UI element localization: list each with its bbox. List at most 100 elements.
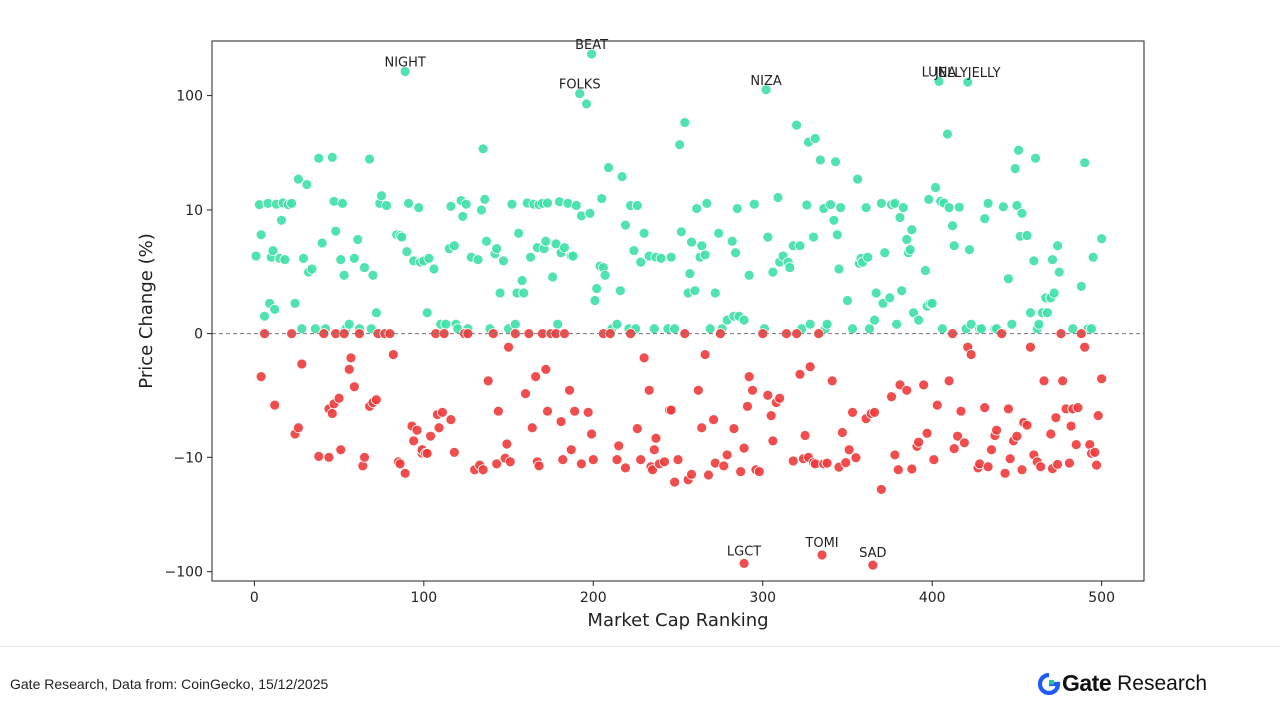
positive-data-point — [1096, 233, 1108, 245]
negative-data-point — [799, 430, 811, 441]
negative-data-point — [1089, 446, 1101, 458]
negative-data-point — [1004, 453, 1016, 465]
positive-data-point — [655, 252, 667, 264]
negative-data-point — [1070, 439, 1082, 451]
negative-data-point — [943, 375, 955, 387]
positive-data-point — [591, 283, 603, 294]
positive-data-point — [1086, 323, 1097, 335]
positive-data-point — [359, 262, 370, 273]
positive-data-point — [403, 197, 414, 209]
positive-data-point — [904, 244, 916, 255]
positive-data-point — [364, 153, 375, 165]
positive-data-point — [494, 287, 506, 299]
positive-data-point — [509, 318, 521, 330]
negative-data-point — [421, 448, 433, 459]
positive-data-point — [1047, 254, 1058, 266]
negative-data-point — [448, 446, 460, 458]
negative-data-point — [918, 379, 930, 391]
positive-data-point — [704, 323, 716, 335]
positive-data-point — [748, 198, 760, 210]
positive-data-point — [920, 265, 931, 276]
positive-data-point — [301, 179, 313, 190]
negative-data-point — [611, 454, 623, 466]
negative-data-point — [986, 444, 997, 456]
negative-data-point — [850, 452, 862, 464]
negative-data-point — [542, 405, 553, 417]
positive-data-point — [699, 249, 711, 261]
positive-data-point — [370, 307, 382, 319]
negative-data-point — [555, 416, 567, 427]
x-tick-label: 500 — [1088, 590, 1115, 606]
labeled-data-point — [574, 88, 586, 99]
positive-data-point — [913, 314, 925, 326]
positive-data-point — [835, 202, 847, 214]
positive-data-point — [421, 307, 433, 319]
positive-data-point — [784, 262, 796, 273]
positive-data-point — [1013, 144, 1025, 156]
positive-data-point — [982, 197, 994, 209]
positive-data-point — [791, 119, 803, 131]
positive-data-point — [675, 226, 687, 238]
positive-data-point — [964, 244, 975, 255]
positive-data-point — [289, 297, 301, 309]
positive-data-point — [1052, 240, 1063, 252]
positive-data-point — [596, 193, 608, 205]
negative-data-point — [411, 424, 423, 436]
negative-data-point — [892, 464, 904, 476]
negative-data-point — [343, 363, 355, 375]
negative-data-point — [345, 352, 357, 364]
positive-data-point — [860, 202, 872, 214]
negative-data-point — [762, 389, 774, 401]
positive-data-point — [696, 240, 708, 252]
positive-data-point — [250, 250, 262, 262]
positive-data-point — [401, 246, 413, 258]
negative-data-point — [613, 440, 625, 452]
positive-data-point — [743, 269, 755, 281]
negative-data-point — [735, 466, 747, 477]
positive-data-point — [1087, 251, 1099, 263]
negative-data-point — [826, 375, 838, 387]
negative-data-point — [743, 371, 755, 382]
negative-data-point — [533, 460, 545, 472]
positive-data-point — [906, 224, 918, 236]
positive-data-point — [884, 292, 896, 304]
negative-data-point — [982, 461, 994, 473]
positive-data-point — [460, 198, 472, 210]
positive-data-point — [276, 214, 287, 226]
negative-data-point — [747, 384, 758, 396]
negative-data-point — [721, 449, 733, 461]
negative-data-point — [1025, 341, 1036, 353]
labeled-data-point — [933, 75, 945, 87]
positive-data-point — [1011, 200, 1023, 211]
negative-data-point — [425, 430, 436, 442]
positive-data-point — [926, 297, 938, 309]
negative-data-point — [394, 458, 406, 470]
positive-data-point — [448, 240, 460, 252]
positive-data-point — [313, 152, 325, 164]
negative-data-point — [526, 422, 538, 434]
positive-data-point — [337, 197, 348, 209]
positive-data-point — [814, 154, 826, 166]
negative-data-point — [540, 363, 552, 375]
positive-data-point — [638, 227, 650, 239]
positive-data-point — [997, 201, 1009, 213]
negative-data-point — [696, 422, 708, 434]
negative-data-point — [631, 423, 643, 434]
y-tick-label: 0 — [194, 327, 203, 343]
positive-data-point — [616, 171, 628, 182]
negative-data-point — [477, 464, 489, 476]
positive-data-point — [828, 214, 840, 226]
positive-data-point — [713, 227, 725, 239]
labeled-data-point — [586, 48, 597, 60]
labeled-data-point — [816, 549, 828, 561]
point-label: LUNA — [922, 65, 957, 80]
negative-data-point — [1003, 403, 1014, 415]
positive-data-point — [1053, 266, 1065, 278]
negative-data-point — [728, 423, 740, 434]
negative-data-point — [620, 462, 631, 474]
positive-data-point — [684, 268, 696, 280]
labeled-data-point — [867, 559, 879, 571]
negative-data-point — [638, 352, 650, 364]
